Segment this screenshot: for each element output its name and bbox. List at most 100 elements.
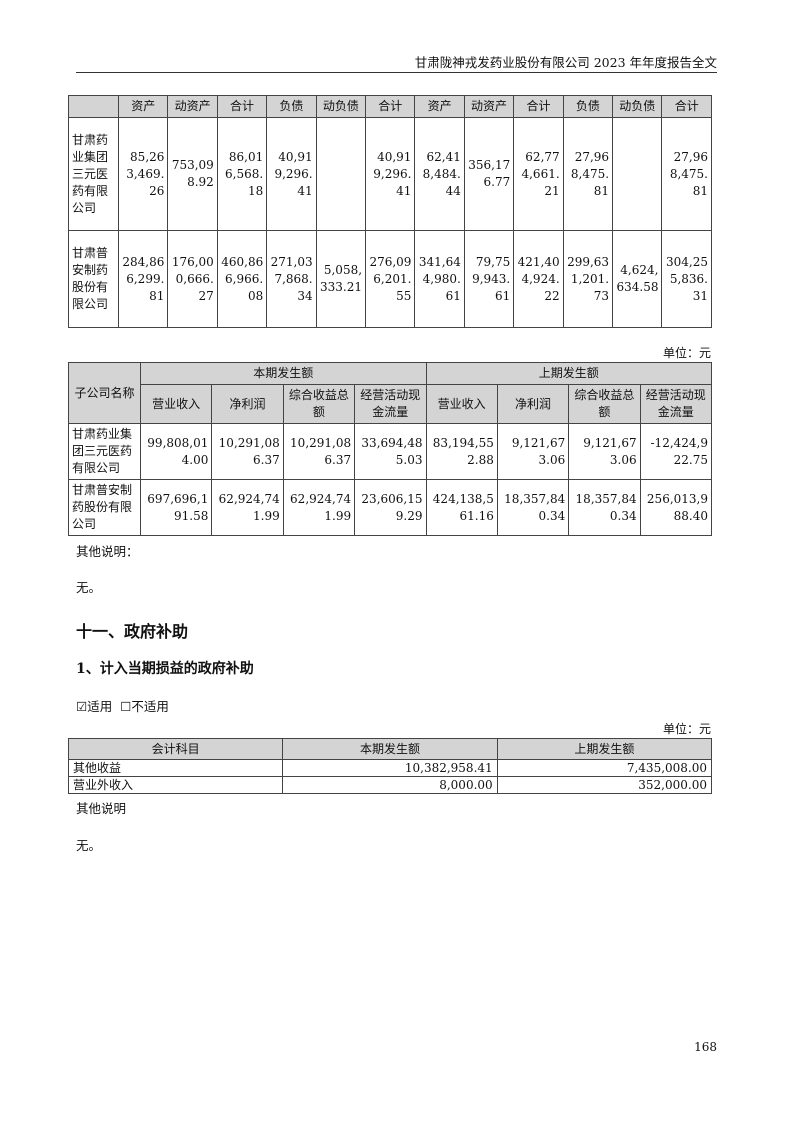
table-cell: 79,759,943.61 bbox=[463, 230, 515, 328]
table-cell: 304,255,836.31 bbox=[661, 230, 712, 328]
table-cell: 7,435,008.00 bbox=[496, 759, 713, 777]
subsidiary-balance-table: 资产 动资产 合计 负债 动负债 合计 资产 动资产 合计 负债 动负债 合计 甘肃药业集团三元医药有… bbox=[68, 95, 712, 328]
table-cell bbox=[315, 117, 367, 231]
column-header: 经营活动现金流量 bbox=[639, 384, 713, 424]
table-cell: 18,357,840.34 bbox=[568, 479, 641, 536]
row-label: 甘肃药业集团三元医药有限公司 bbox=[68, 117, 119, 231]
row-label: 营业外收入 bbox=[67, 776, 284, 794]
name-header: 子公司名称 bbox=[68, 362, 141, 424]
row-label: 甘肃普安制药股份有限公司 bbox=[68, 479, 141, 536]
row-label: 其他收益 bbox=[67, 759, 284, 777]
column-header: 动资产 bbox=[463, 95, 515, 118]
table-cell: 10,291,086.37 bbox=[282, 423, 356, 480]
row-label: 甘肃药业集团三元医药有限公司 bbox=[68, 423, 141, 480]
column-header: 合计 bbox=[661, 95, 712, 118]
page-number: 168 bbox=[694, 1040, 717, 1054]
table-cell: 5,058,333.21 bbox=[315, 230, 367, 328]
table-cell: 27,968,475.81 bbox=[661, 117, 712, 231]
table-cell: 99,808,014.00 bbox=[139, 423, 213, 480]
other-notes-label: 其他说明： bbox=[76, 544, 139, 559]
column-header: 上期发生额 bbox=[496, 738, 713, 760]
column-header: 合计 bbox=[513, 95, 564, 118]
table-cell: 352,000.00 bbox=[496, 776, 713, 794]
column-header: 资产 bbox=[414, 95, 465, 118]
other-notes-value-2: 无。 bbox=[76, 838, 102, 853]
table-cell: 421,404,924.22 bbox=[513, 230, 564, 328]
table-cell: 9,121,673.06 bbox=[496, 423, 570, 480]
table-cell bbox=[612, 117, 663, 231]
table-cell: 341,644,980.61 bbox=[414, 230, 465, 328]
table-cell: 299,631,201.73 bbox=[562, 230, 614, 328]
table-cell: 4,624,634.58 bbox=[612, 230, 663, 328]
government-subsidy-table: 会计科目 本期发生额 上期发生额 其他收益 10,382,958.41 7,435,00… bbox=[67, 738, 713, 794]
table-cell: 23,606,159.29 bbox=[354, 479, 427, 536]
table-cell: 40,919,296.41 bbox=[266, 117, 317, 231]
table-cell: 9,121,673.06 bbox=[568, 423, 641, 480]
column-header: 动负债 bbox=[612, 95, 663, 118]
table-cell: 10,291,086.37 bbox=[211, 423, 284, 480]
subsidiary-income-table: 子公司名称 本期发生额 上期发生额 营业收入 净利润 综合收益总额 经营活动现金流量营… bbox=[68, 362, 713, 536]
table-cell: -12,424,922.75 bbox=[639, 423, 713, 480]
column-header: 合计 bbox=[216, 95, 268, 118]
table-cell: 62,924,741.99 bbox=[211, 479, 284, 536]
table-cell: 62,774,661.21 bbox=[513, 117, 564, 231]
table-cell: 33,694,485.03 bbox=[354, 423, 427, 480]
table-cell: 460,866,966.08 bbox=[216, 230, 268, 328]
unit-label-2: 单位：元 bbox=[662, 722, 711, 736]
column-header bbox=[68, 95, 119, 118]
table-cell: 27,968,475.81 bbox=[562, 117, 614, 231]
column-header: 营业收入 bbox=[139, 384, 213, 424]
row-label: 甘肃普安制药股份有限公司 bbox=[68, 230, 119, 328]
column-header: 综合收益总额 bbox=[568, 384, 641, 424]
table-cell: 18,357,840.34 bbox=[496, 479, 570, 536]
table-cell: 85,263,469.26 bbox=[117, 117, 169, 231]
column-header: 本期发生额 bbox=[282, 738, 498, 760]
table-cell: 424,138,561.16 bbox=[425, 479, 498, 536]
table-cell: 356,176.77 bbox=[463, 117, 515, 231]
header-divider bbox=[76, 72, 717, 73]
other-notes-label-2: 其他说明 bbox=[76, 801, 127, 816]
table-row: 其他收益 10,382,958.41 7,435,008.00 bbox=[67, 759, 713, 777]
applicable-options: ☑适用 ☐不适用 bbox=[76, 696, 169, 715]
table-cell: 176,000,666.27 bbox=[167, 230, 218, 328]
current-period-header: 本期发生额 bbox=[140, 362, 427, 385]
table-cell: 256,013,988.40 bbox=[639, 479, 713, 536]
subsection-title: 1、计入当期损益的政府补助 bbox=[76, 661, 254, 677]
column-header: 经营活动现金流量 bbox=[354, 384, 427, 424]
table-cell: 271,037,868.34 bbox=[266, 230, 317, 328]
column-header: 净利润 bbox=[496, 384, 570, 424]
column-header: 负债 bbox=[266, 95, 317, 118]
column-header: 动资产 bbox=[167, 95, 218, 118]
table-cell: 40,919,296.41 bbox=[365, 117, 416, 231]
table-cell: 697,696,191.58 bbox=[139, 479, 213, 536]
prior-period-header: 上期发生额 bbox=[425, 362, 712, 385]
table-cell: 276,096,201.55 bbox=[365, 230, 416, 328]
other-notes-value: 无。 bbox=[76, 580, 102, 595]
column-header: 净利润 bbox=[211, 384, 284, 424]
table-cell: 86,016,568.18 bbox=[216, 117, 268, 231]
table-row: 甘肃普安制药股份有限公司 284,866,299.81 176,000,666.27… bbox=[68, 230, 712, 328]
table-cell: 753,098.92 bbox=[167, 117, 218, 231]
column-header: 资产 bbox=[117, 95, 169, 118]
column-header: 动负债 bbox=[315, 95, 367, 118]
table-cell: 8,000.00 bbox=[282, 776, 498, 794]
table-header-row: 资产 动资产 合计 负债 动负债 合计 资产 动资产 合计 负债 动负债 合计 bbox=[68, 95, 712, 118]
table-cell: 83,194,552.88 bbox=[425, 423, 498, 480]
report-header: 甘肃陇神戎发药业股份有限公司 2023 年年度报告全文 bbox=[414, 55, 717, 70]
column-header: 合计 bbox=[365, 95, 416, 118]
table-cell: 10,382,958.41 bbox=[282, 759, 498, 777]
not-applicable-checkbox[interactable]: ☐不适用 bbox=[120, 699, 169, 714]
table-cell: 284,866,299.81 bbox=[117, 230, 169, 328]
table-row: 甘肃药业集团三元医药有限公司 85,263,469.26 753,098.92 86,… bbox=[68, 117, 712, 231]
column-header: 负债 bbox=[562, 95, 614, 118]
column-header: 综合收益总额 bbox=[282, 384, 356, 424]
table-cell: 62,924,741.99 bbox=[282, 479, 356, 536]
column-header: 会计科目 bbox=[67, 738, 284, 760]
column-header: 营业收入 bbox=[425, 384, 498, 424]
table-row: 甘肃药业集团三元医药有限公司 99,808,014.00 10,291,086.37… bbox=[68, 423, 713, 480]
table-cell: 62,418,484.44 bbox=[414, 117, 465, 231]
applicable-checkbox[interactable]: ☑适用 bbox=[76, 699, 113, 714]
unit-label: 单位：元 bbox=[662, 346, 711, 360]
table-row: 营业外收入 8,000.00 352,000.00 bbox=[67, 776, 713, 794]
